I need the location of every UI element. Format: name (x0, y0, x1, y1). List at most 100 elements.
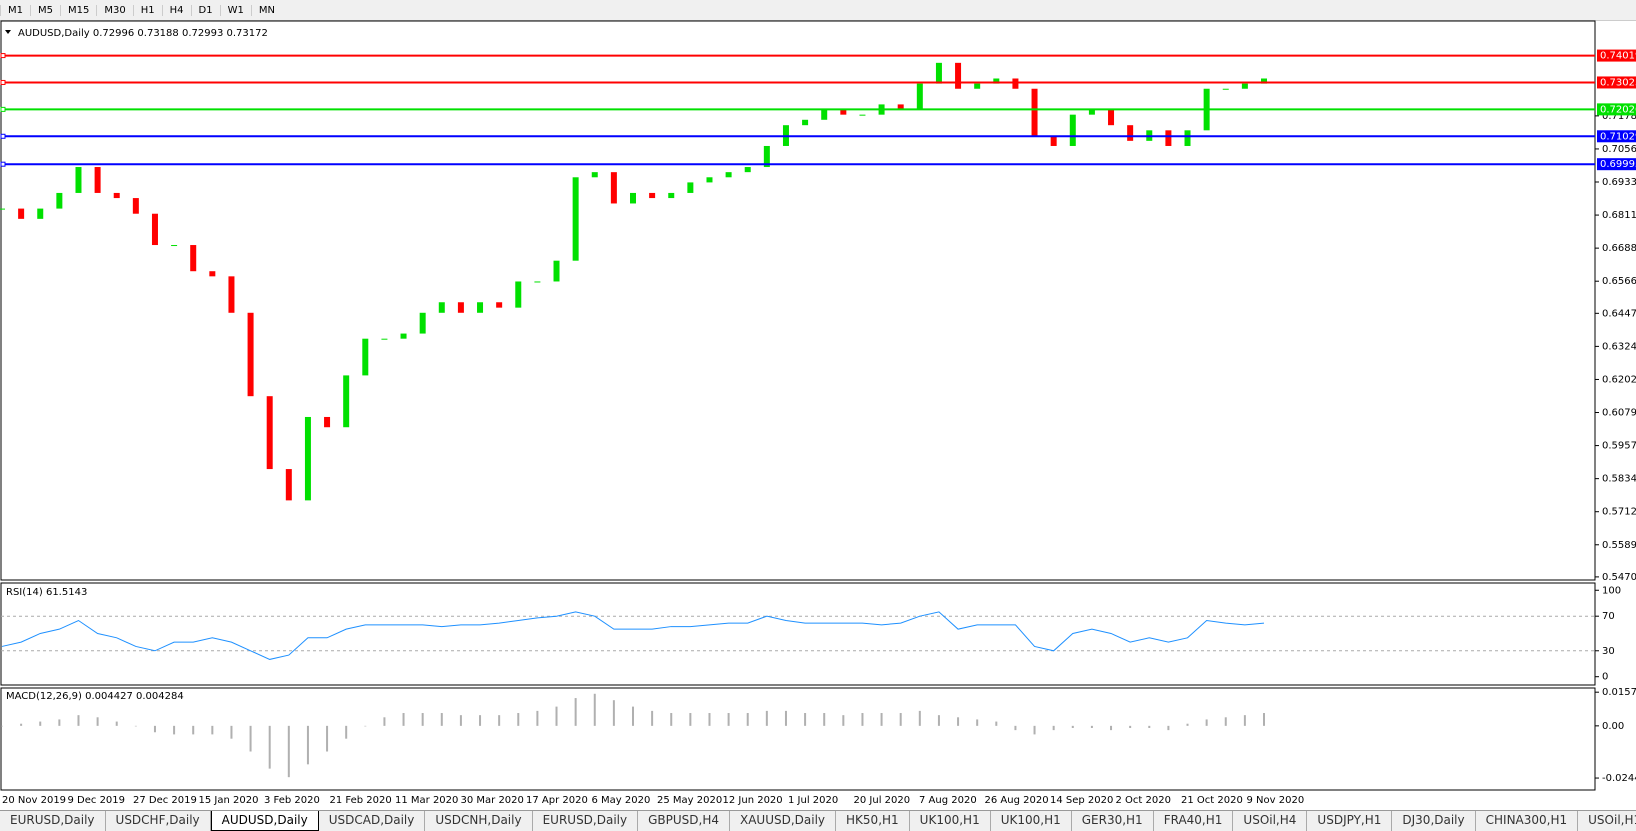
y-tick-label: 0 (1602, 672, 1608, 683)
candle (190, 245, 197, 272)
y-tick-label: 0.015741 (1602, 687, 1636, 698)
macd-bar (421, 713, 424, 726)
x-tick-label: 11 Mar 2020 (395, 795, 458, 806)
candle (0, 208, 5, 210)
level-label-box (1597, 103, 1636, 116)
candle (840, 109, 847, 115)
macd-bar (1090, 725, 1093, 728)
macd-bar (39, 721, 42, 726)
candle (362, 338, 369, 376)
macd-bar (1052, 725, 1055, 731)
macd-bar (632, 706, 634, 726)
macd-bar (58, 719, 61, 726)
x-tick-label: 6 May 2020 (592, 795, 651, 806)
candle (457, 302, 464, 313)
chart-tab[interactable]: USOil,H4 (1233, 811, 1308, 831)
macd-bar (1224, 717, 1227, 726)
candle (75, 167, 82, 193)
timeframe-button[interactable]: H1 (132, 4, 162, 16)
y-tick-label: 0.69335 (1602, 177, 1636, 188)
y-tick-label: 0.71785 (1602, 111, 1636, 122)
timeframe-button[interactable]: MN (250, 4, 282, 16)
timeframe-button[interactable]: M1 (0, 4, 30, 16)
chart-tab[interactable]: XAUUSD,Daily (730, 811, 837, 831)
chart-tab[interactable]: GER30,H1 (1072, 811, 1154, 831)
macd-bar (574, 698, 577, 726)
candle (37, 208, 44, 219)
macd-bar (498, 715, 501, 726)
chart-tab[interactable]: USDCNH,Daily (425, 811, 533, 831)
main-panel (0, 20, 1596, 581)
candle (304, 416, 311, 501)
level-label-box (1597, 76, 1636, 89)
chart-tab[interactable]: CHINA300,H1 (1476, 811, 1579, 831)
macd-bar (1110, 725, 1113, 731)
x-tick-label: 9 Nov 2020 (1247, 795, 1305, 806)
chart-tab[interactable]: FRA40,H1 (1154, 811, 1234, 831)
level-label-box (1597, 49, 1636, 62)
candle (247, 312, 254, 397)
macd-bar (937, 715, 940, 726)
macd-bar (1, 725, 3, 727)
macd-bar (402, 713, 405, 726)
y-tick-label: 0.00 (1602, 721, 1624, 732)
macd-bar (268, 725, 271, 769)
macd-bar (899, 713, 902, 726)
chart-tab[interactable]: USOil,H1 (1578, 811, 1636, 831)
chart-tab[interactable]: UK100,H1 (910, 811, 991, 831)
candle (381, 338, 388, 340)
x-tick-label: 7 Aug 2020 (919, 795, 977, 806)
timeframe-button[interactable]: W1 (219, 4, 251, 16)
macd-bar (1148, 725, 1151, 728)
chart-tab[interactable]: EURUSD,Daily (533, 811, 639, 831)
candle (419, 312, 426, 334)
candle (1088, 109, 1095, 115)
candle (94, 167, 101, 193)
macd-bar (689, 713, 692, 726)
x-tick-label: 15 Jan 2020 (199, 795, 259, 806)
candle (1108, 109, 1115, 126)
macd-bar (593, 693, 596, 726)
macd-bar (249, 725, 252, 752)
macd-bar (115, 721, 118, 726)
candle (1127, 125, 1134, 141)
candle (1222, 88, 1229, 90)
timeframe-button[interactable]: M30 (96, 4, 132, 16)
chart-header: AUDUSD,Daily 0.72996 0.73188 0.72993 0.7… (18, 28, 268, 39)
macd-bar (612, 700, 615, 726)
macd-header: MACD(12,26,9) 0.004427 0.004284 (6, 691, 184, 702)
chart-tab[interactable]: AUDUSD,Daily (210, 811, 319, 831)
chart-tab[interactable]: USDCHF,Daily (106, 811, 211, 831)
chart-tab[interactable]: USDCAD,Daily (319, 811, 426, 831)
chart-tab[interactable]: UK100,H1 (991, 811, 1072, 831)
timeframe-button[interactable]: M15 (60, 4, 96, 16)
candle (56, 192, 63, 209)
macd-bar (823, 713, 826, 726)
timeframe-button[interactable]: M5 (30, 4, 60, 16)
level-handle (0, 79, 6, 85)
candle (649, 192, 656, 199)
candle (610, 172, 617, 204)
candle (591, 172, 598, 178)
chart-tab[interactable]: USDJPY,H1 (1307, 811, 1393, 831)
timeframe-button[interactable]: H4 (161, 4, 191, 16)
candle (572, 177, 579, 261)
level-handle (0, 106, 6, 112)
x-tick-label: 30 Mar 2020 (461, 795, 524, 806)
macd-bar (479, 715, 482, 726)
chart-tab[interactable]: DJ30,Daily (1392, 811, 1476, 831)
chart-tab[interactable]: GBPUSD,H4 (638, 811, 730, 831)
y-tick-label: 0.54705 (1602, 572, 1636, 583)
timeframe-button[interactable]: D1 (190, 4, 220, 16)
chart-tab[interactable]: EURUSD,Daily (0, 811, 106, 831)
y-tick-label: 0.63245 (1602, 341, 1636, 352)
candle (725, 172, 732, 178)
macd-bar (976, 719, 979, 726)
candle (1012, 78, 1019, 89)
chart-tab[interactable]: HK50,H1 (836, 811, 910, 831)
macd-bar (727, 713, 730, 726)
